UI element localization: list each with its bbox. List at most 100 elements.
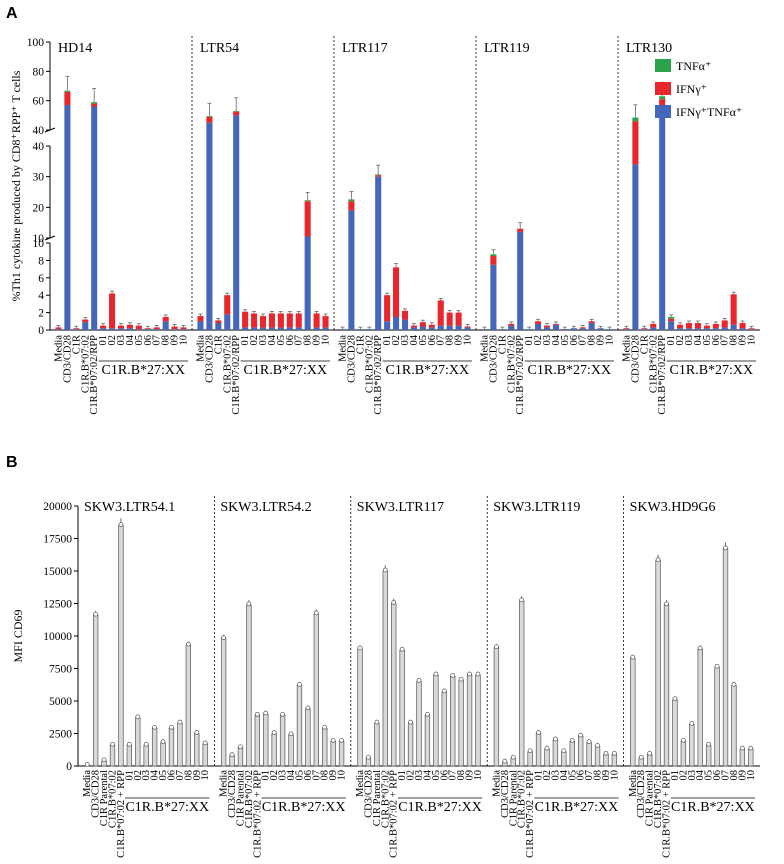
a-bar-ltr130-08-ifng-tnfa [730,324,737,330]
b-point-skw3-ltr54-2-c1r-b-07-02 [246,601,252,607]
b-cat-label-skw3-ltr117-01: 01 [397,770,408,781]
a-bar-ltr130-media-ifng [623,328,630,330]
a-bar-ltr54-01-ifng-tnfa [242,327,249,330]
b-point-skw3-ltr117-09 [467,671,472,677]
b-point-skw3-ltr54-1-cd3-cd28 [93,611,98,617]
a-bar-ltr119-c1r-b-07-02-ifng [508,323,515,326]
b-bar-skw3-ltr119-06 [578,735,584,767]
a-bar-ltr119-02-ifng-tnfa [535,323,542,330]
b-cat-label-skw3-ltr119-06: 06 [576,770,587,781]
a-bar-hd14-cd3-cd28-tnfa [64,90,71,92]
b-point-skw3-ltr119-06 [578,732,584,738]
b-bar-skw3-ltr54-2-media [220,638,227,767]
a-cat-label-ltr117-c1r: C1R [355,335,366,354]
b-bar-skw3-ltr117-09 [466,674,473,767]
a-bar-ltr130-01-ifng [668,318,675,322]
a-bar-ltr130-c1r-b-07-02-rpp-ifng-tnfa [659,108,666,330]
a-legend-label-1: IFNγ⁺ [676,82,707,96]
a-cat-label-ltr117-05: 05 [418,335,429,346]
b-ytick-label-7500: 7500 [49,664,72,676]
b-cat-label-skw3-ltr54-2-09: 09 [328,770,339,781]
b-group-title-skw3-hd9g6: SKW3.HD9G6 [630,500,716,515]
b-bar-skw3-hd9g6-c1r-b-07-02-rpp [663,604,670,767]
a-bar-ltr117-05-ifng [419,322,426,327]
b-cat-label-skw3-ltr119-c1r-b-07-02-rpp: C1R.B*07:02 + RPP [525,770,536,858]
a-subgroup-label-ltr117: C1R.B*27:XX [386,363,470,378]
a-cat-label-ltr130-01: 01 [666,335,677,346]
b-point-skw3-hd9g6-02 [681,737,686,743]
b-ytick-label-10000: 10000 [43,631,72,643]
b-cat-label-skw3-ltr54-1-09: 09 [192,770,203,781]
b-cat-label-skw3-ltr54-2-c1r-b-07-02: C1R.B*07:02 [244,770,255,828]
a-cat-label-ltr54-07: 07 [294,335,305,346]
b-point-skw3-ltr117-01 [399,646,405,652]
a-bar-ltr130-cd3-cd28-ifng [632,121,639,165]
a-bar-hd14-03-ifng-tnfa [117,328,125,330]
a-bar-ltr119-cd3-cd28-ifng [490,256,497,265]
b-point-skw3-ltr117-c1r-b-07-02-rpp [391,600,397,605]
a-bar-ltr119-09-ifng-tnfa [597,328,604,330]
b-cat-label-skw3-hd9g6-02: 02 [678,770,689,781]
a-cat-label-ltr117-04: 04 [409,334,420,345]
a-bar-ltr54-08-ifng-tnfa [304,236,311,330]
b-bar-skw3-ltr54-1-07 [177,722,183,767]
a-cat-label-ltr130-c1r-b-07-02: C1R.B*07:02 [648,335,659,393]
b-cat-label-skw3-ltr117-04: 04 [422,769,433,780]
a-bar-ltr117-07-ifng-tnfa [437,325,444,330]
b-cat-label-skw3-ltr119-04: 04 [559,769,570,780]
b-point-skw3-ltr119-05 [569,737,575,743]
a-bar-ltr119-08-ifng-tnfa [588,323,595,330]
b-cat-label-skw3-ltr117-c1r-b-07-02: C1R.B*07:02 [380,770,391,828]
a-cat-label-ltr54-09: 09 [312,335,323,346]
a-legend-label-0: TNFα⁺ [676,59,711,73]
a-bar-ltr117-04-ifng-tnfa [410,327,417,330]
a-subgroup-label-ltr130: C1R.B*27:XX [670,363,754,378]
a-bar-ltr54-09-ifng-tnfa [313,327,320,330]
b-cat-label-skw3-ltr54-1-08: 08 [183,770,194,781]
a-bar-ltr54-01-ifng [242,311,249,328]
b-point-skw3-ltr54-1-10 [202,740,208,746]
a-bar-ltr130-c1r-b-07-02-rpp-tnfa [659,96,666,100]
a-legend-swatch-2 [655,105,671,118]
b-point-skw3-ltr54-1-02 [135,714,141,720]
b-point-skw3-ltr119-media [494,644,499,650]
b-cat-label-skw3-ltr117-cd3-cd28: CD3/CD28 [363,770,374,818]
b-cat-label-skw3-ltr54-1-media: Media [82,770,93,797]
b-point-skw3-ltr54-1-05 [160,739,166,744]
a-bar-ltr130-03-ifng-tnfa [685,328,693,330]
a-bar-ltr119-06-ifng-tnfa [570,328,577,330]
a-cat-label-ltr117-06: 06 [427,335,438,346]
a-bar-ltr119-media-ifng-tnfa [481,329,488,330]
b-cat-label-skw3-ltr54-2-media: Media [219,770,230,797]
a-bar-ltr117-01-ifng-tnfa [384,321,391,330]
a-bar-hd14-c1r-b-07-02-ifng-tnfa [82,322,89,330]
a-cat-label-ltr54-03: 03 [258,335,269,346]
a-cat-label-ltr119-c1r: C1R [497,335,508,354]
b-bar-skw3-ltr54-1-08 [185,644,192,767]
a-cat-label-ltr119-04: 04 [551,334,562,345]
b-cat-label-skw3-ltr117-06: 06 [439,770,450,781]
a-bar-ltr54-03-ifng [259,316,267,328]
b-bar-skw3-ltr119-media [493,647,500,767]
b-point-skw3-hd9g6-cd3-cd28 [638,754,644,760]
b-cat-label-skw3-ltr54-1-c1r-b-07-02-rpp: C1R.B*07:02 + RPP [116,770,127,858]
a-cat-label-ltr54-01: 01 [240,335,251,346]
b-bar-skw3-ltr117-08 [458,679,464,767]
a-bar-ltr117-04-ifng [410,325,417,328]
b-cat-label-skw3-ltr119-10: 10 [609,770,620,781]
a-bar-ltr130-04-ifng-tnfa [694,328,701,330]
b-bar-skw3-hd9g6-10 [748,748,754,767]
b-bar-skw3-hd9g6-06 [714,666,720,767]
a-bar-ltr130-01-tnfa [668,316,675,319]
a-bar-ltr130-06-ifng [712,323,719,329]
b-cat-label-skw3-ltr54-2-07: 07 [311,770,322,781]
b-bar-skw3-ltr117-c1r-b-07-02-rpp [391,603,397,767]
a-bar-hd14-02-ifng-tnfa [109,328,116,330]
a-cat-label-ltr54-c1r: C1R [213,335,224,354]
a-bar-hd14-06-ifng [144,328,151,330]
b-cat-label-skw3-ltr117-09: 09 [465,770,476,781]
b-bar-skw3-ltr117-07 [450,675,456,767]
a-bar-ltr117-03-ifng-tnfa [401,319,409,330]
a-cat-label-hd14-07: 07 [152,335,163,346]
